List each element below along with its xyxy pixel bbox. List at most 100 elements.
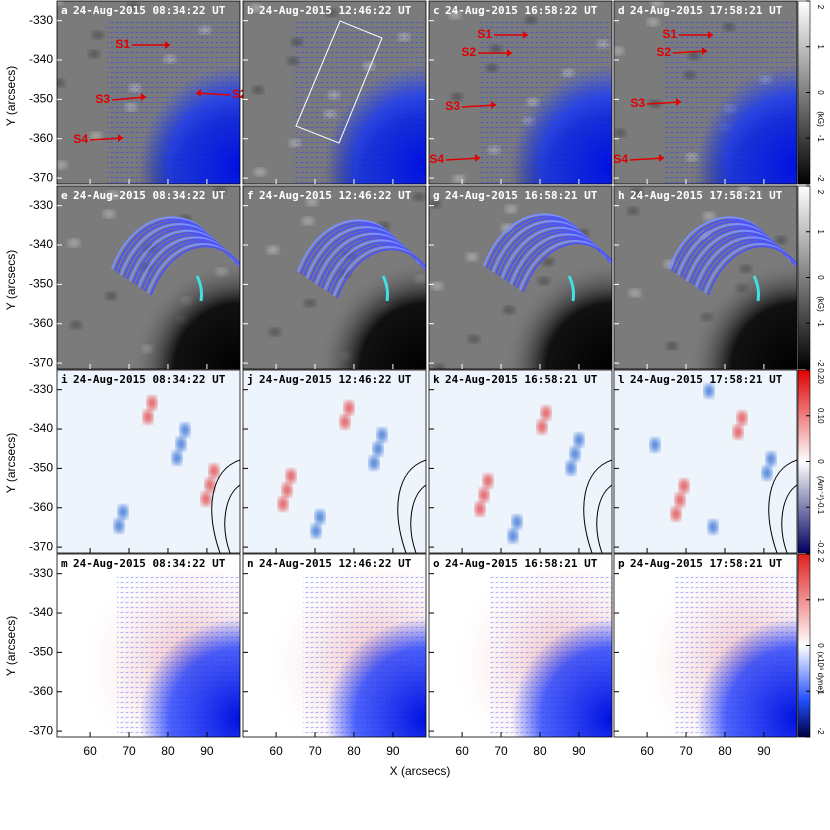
x-tick-label: 60 bbox=[83, 744, 97, 758]
annotation: S4 bbox=[73, 132, 88, 146]
panel bbox=[614, 554, 797, 737]
vector-blob bbox=[614, 1, 797, 184]
panel-frame bbox=[56, 0, 241, 185]
y-tick-label: -350 bbox=[29, 645, 53, 659]
sunspot bbox=[57, 186, 240, 369]
colorbar-tick-label: -0.2 bbox=[816, 540, 825, 554]
y-tick-label: -330 bbox=[29, 13, 53, 27]
x-tick-label: 60 bbox=[269, 744, 283, 758]
y-axis-label: Y (arcsecs) bbox=[4, 250, 18, 310]
y-tick-label: -370 bbox=[29, 355, 53, 369]
field-line bbox=[381, 275, 389, 302]
colorbar-tick-label: 0 bbox=[816, 275, 825, 280]
contour bbox=[596, 484, 612, 553]
current-patch bbox=[176, 437, 186, 451]
colorbar-tick-label: -0.1 bbox=[816, 500, 825, 514]
current-patch bbox=[570, 447, 580, 461]
annotation: S1 bbox=[662, 27, 677, 41]
panel-time: 24-Aug-2015 08:34:22 UT bbox=[73, 557, 226, 570]
y-tick-label: -330 bbox=[29, 382, 53, 396]
current-patch bbox=[512, 515, 522, 529]
panel-time: 24-Aug-2015 08:34:22 UT bbox=[73, 373, 226, 386]
y-tick-label: -350 bbox=[29, 461, 53, 475]
arrow-head bbox=[523, 31, 528, 39]
vector-blob bbox=[57, 1, 240, 184]
panel bbox=[429, 186, 612, 369]
colorbar-tick-label: -1 bbox=[816, 135, 825, 143]
panel-time: 24-Aug-2015 16:58:22 UT bbox=[445, 4, 598, 17]
y-tick-label: -340 bbox=[29, 421, 53, 435]
panel bbox=[243, 370, 426, 553]
vector-blob bbox=[243, 1, 426, 184]
current-patch bbox=[377, 428, 387, 442]
arrow-head bbox=[196, 89, 201, 97]
current-patch bbox=[373, 442, 383, 456]
y-tick-label: -370 bbox=[29, 539, 53, 553]
colorbar-tick-label: -1 bbox=[816, 320, 825, 328]
current-patch bbox=[475, 502, 485, 516]
x-tick-label: 80 bbox=[161, 744, 175, 758]
current-patch bbox=[508, 529, 518, 543]
current-patch bbox=[766, 452, 776, 466]
panel-time: 24-Aug-2015 17:58:21 UT bbox=[630, 4, 783, 17]
current-patch bbox=[737, 411, 747, 425]
vector-blob bbox=[614, 554, 797, 737]
contour bbox=[211, 459, 240, 553]
annotation: S3 bbox=[630, 96, 645, 110]
annotation-arrow bbox=[646, 101, 682, 105]
current-patch bbox=[118, 505, 128, 519]
colorbar-label: (kG) bbox=[816, 296, 825, 312]
panel-letter: b bbox=[247, 4, 254, 17]
panel-letter: i bbox=[61, 373, 68, 386]
current-patch bbox=[708, 520, 718, 534]
current-patch bbox=[537, 420, 547, 434]
panel-letter: k bbox=[433, 373, 440, 386]
x-tick-label: 90 bbox=[572, 744, 586, 758]
annotation: S4 bbox=[613, 152, 628, 166]
panel-letter: o bbox=[433, 557, 440, 570]
arrow-head bbox=[475, 154, 480, 162]
current-patch bbox=[315, 510, 325, 524]
y-tick-label: -370 bbox=[29, 723, 53, 737]
panel-time: 24-Aug-2015 17:58:21 UT bbox=[630, 557, 783, 570]
x-tick-label: 70 bbox=[308, 744, 322, 758]
current-patch bbox=[147, 396, 157, 410]
panel-frame bbox=[56, 185, 241, 370]
contour bbox=[768, 459, 797, 553]
panel-time: 24-Aug-2015 12:46:22 UT bbox=[259, 189, 412, 202]
current-patch bbox=[566, 461, 576, 475]
y-tick-label: -360 bbox=[29, 500, 53, 514]
arrow-head bbox=[118, 134, 123, 142]
colorbar-tick-label: 1 bbox=[816, 230, 825, 235]
x-tick-label: 70 bbox=[679, 744, 693, 758]
current-patch bbox=[311, 524, 321, 538]
x-tick-label: 70 bbox=[494, 744, 508, 758]
current-patch bbox=[282, 483, 292, 497]
field-line bbox=[522, 242, 612, 293]
panel-time: 24-Aug-2015 12:46:22 UT bbox=[259, 373, 412, 386]
panel-letter: j bbox=[247, 373, 254, 386]
y-tick-label: -360 bbox=[29, 684, 53, 698]
arrow-head bbox=[708, 31, 713, 39]
current-patch bbox=[201, 492, 211, 506]
panel-time: 24-Aug-2015 16:58:21 UT bbox=[445, 557, 598, 570]
colorbar-tick-label: 2 bbox=[816, 558, 825, 563]
y-tick-label: -360 bbox=[29, 131, 53, 145]
current-patch bbox=[209, 464, 219, 478]
panel-letter: d bbox=[618, 4, 625, 17]
colorbar-label: (x10⁸ dyne) bbox=[816, 651, 825, 693]
colorbar-tick-label: 2 bbox=[816, 190, 825, 195]
panel-letter: m bbox=[61, 557, 68, 570]
current-patch bbox=[679, 479, 689, 493]
panel-frame bbox=[242, 553, 427, 738]
colorbar-tick-label: 0.20 bbox=[816, 368, 825, 384]
panel bbox=[614, 370, 797, 553]
contour bbox=[224, 484, 240, 553]
arrow-head bbox=[491, 101, 496, 109]
arrow-head bbox=[676, 98, 681, 106]
colorbar-tick-label: 0 bbox=[816, 643, 825, 648]
panel-frame bbox=[613, 553, 798, 738]
annotation: S1 bbox=[477, 27, 492, 41]
panel-letter: f bbox=[247, 189, 254, 202]
panel-time: 24-Aug-2015 12:46:22 UT bbox=[259, 557, 412, 570]
